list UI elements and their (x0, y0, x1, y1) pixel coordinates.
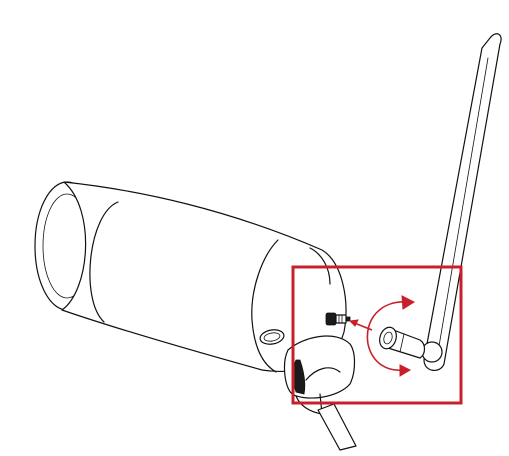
antenna-whip-edge (437, 57, 489, 353)
connector-thread (335, 314, 347, 324)
camera-rear-bump (309, 247, 331, 285)
insert-arrow-head (348, 319, 359, 327)
camera-body (34, 181, 347, 373)
camera-hood-seam (89, 201, 119, 323)
antenna-barrel (387, 327, 426, 359)
antenna-barrel-end (379, 326, 397, 350)
rotation-arrow-arc (366, 301, 409, 371)
camera-mount (283, 335, 357, 451)
antenna-joint (421, 341, 443, 363)
antenna (379, 33, 502, 371)
camera-oval-port-inner (263, 332, 281, 342)
rotation-arrow-head-top (401, 295, 416, 310)
connector-base (325, 312, 337, 326)
antenna-barrel-hole (383, 331, 393, 345)
antenna-connector (325, 312, 351, 326)
antenna-barrel-ridge (399, 333, 405, 353)
connector-pin (345, 316, 351, 322)
highlight-frame (291, 265, 463, 405)
rotation-arrow (366, 295, 416, 377)
mount-saddle-curve (305, 367, 341, 381)
mount-pole (317, 403, 357, 451)
mount-arm-left (295, 395, 323, 415)
rotation-arrow-head-bottom (399, 364, 412, 377)
antenna-whip (423, 33, 502, 371)
camera-rear-curve (251, 239, 279, 373)
